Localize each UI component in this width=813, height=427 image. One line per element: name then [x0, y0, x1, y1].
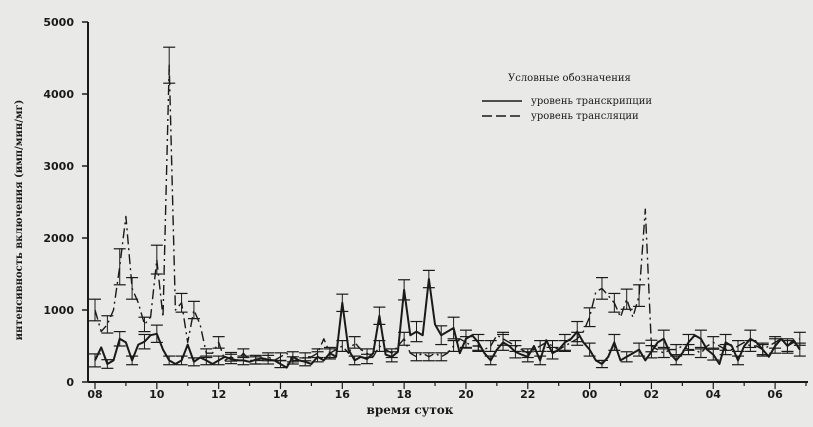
legend-title: Условные обозначения: [508, 73, 631, 84]
legend: Условные обозначения уровень транскрипци…: [482, 73, 652, 122]
error-bar-translation: [410, 352, 423, 362]
y-ticks: 0 1000 2000 3000 4000 5000: [43, 16, 88, 389]
error-bar-translation: [150, 244, 163, 275]
y-tick-label: 3000: [43, 160, 74, 173]
x-tick-label: 06: [767, 388, 783, 401]
x-tick-label: 10: [149, 388, 165, 401]
error-bar-translation: [348, 336, 361, 349]
y-tick-label: 1000: [43, 304, 74, 317]
series-line-translation: [94, 64, 801, 362]
x-ticks: 08 10 12 14 16 18 20 22 00 02 04 06: [87, 382, 807, 401]
x-tick-label: 02: [644, 388, 659, 401]
y-tick-label: 2000: [43, 232, 74, 245]
x-tick-label: 12: [211, 388, 226, 401]
y-tick-label: 5000: [43, 16, 74, 29]
x-tick-label: 00: [582, 388, 598, 401]
y-tick-label: 4000: [43, 88, 74, 101]
x-tick-label: 08: [87, 388, 102, 401]
error-bar-translation: [113, 248, 126, 286]
y-tick-label: 0: [66, 376, 74, 389]
x-tick-label: 04: [706, 388, 722, 401]
series-line-transcription: [94, 278, 801, 369]
x-tick-label: 18: [396, 388, 411, 401]
x-tick-label: 16: [335, 388, 351, 401]
series-lines: [94, 64, 801, 369]
legend-label-translation: уровень трансляции: [531, 111, 639, 122]
error-bar-translation: [435, 352, 448, 362]
legend-label-transcription: уровень транскрипции: [531, 96, 652, 107]
y-axis-title: интенсивность включения (имп/мин/мг): [14, 100, 25, 341]
x-axis-title: время суток: [367, 403, 454, 417]
x-tick-label: 20: [458, 388, 474, 401]
error-bar-translation: [138, 316, 151, 333]
x-tick-label: 14: [273, 388, 289, 401]
x-tick-label: 22: [520, 388, 535, 401]
